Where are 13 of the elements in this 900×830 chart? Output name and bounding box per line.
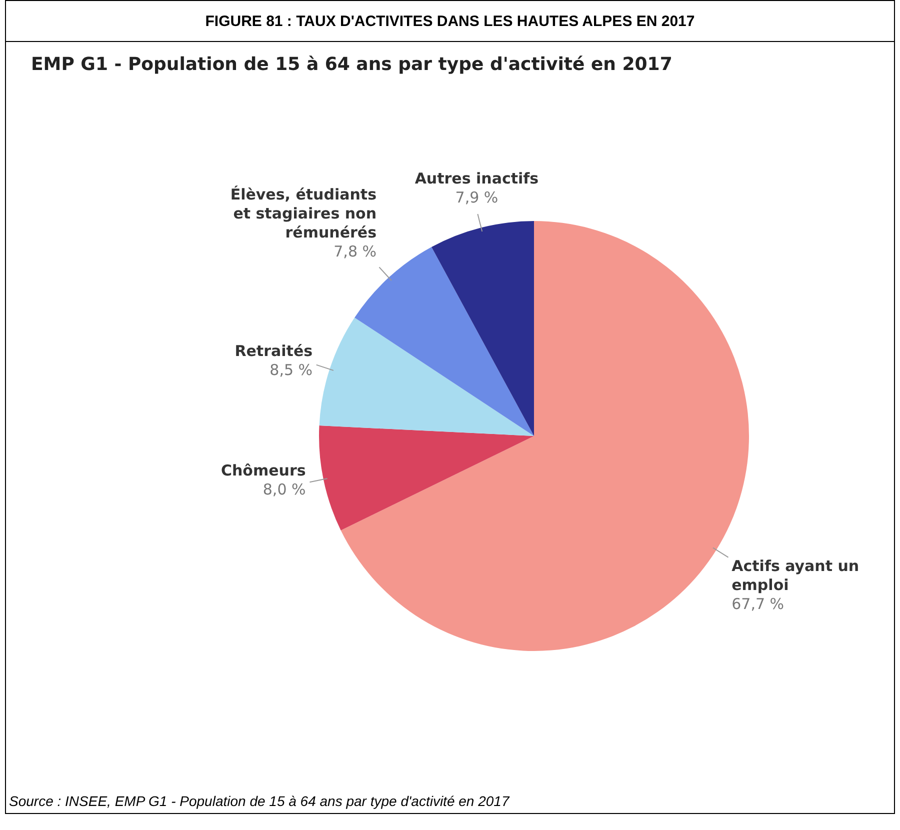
chart-subtitle: EMP G1 - Population de 15 à 64 ans par type d'activité en 2017 <box>30 52 674 76</box>
slice-label: Autres inactifs <box>414 170 539 188</box>
chart-title: FIGURE 81 : TAUX D'ACTIVITES DANS LES HAUTES ALPES EN 2017 <box>6 1 894 42</box>
slice-label: Actifs ayant un emploi <box>732 556 860 594</box>
slice-label: Élèves, étudiants et stagiaires non rémunérés <box>230 186 377 242</box>
data-label: 7,8 % <box>334 242 377 261</box>
data-label: 7,9 % <box>455 188 498 207</box>
source-note: Source : INSEE, EMP G1 - Population de 15 à 64 ans par type d'activité en 2017 <box>9 793 510 809</box>
data-label: 67,7 % <box>732 594 784 613</box>
slice-label: Chômeurs <box>220 461 306 480</box>
slice-label: Retraités <box>234 342 313 360</box>
data-label: 8,0 % <box>262 480 306 498</box>
data-label: 8,5 % <box>270 360 313 379</box>
